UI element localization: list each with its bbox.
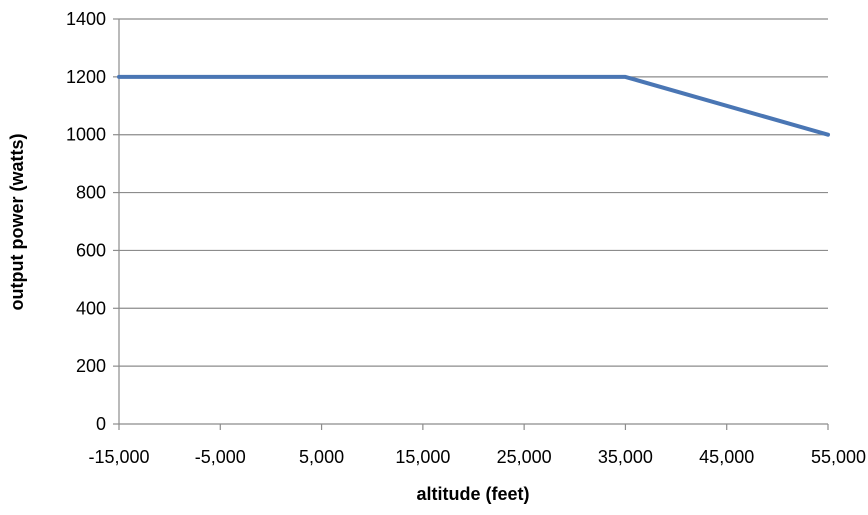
gridlines xyxy=(119,18,828,367)
series-layer xyxy=(117,74,830,137)
y-tick-label: 0 xyxy=(96,414,106,434)
series-line xyxy=(117,74,830,137)
x-tick-label: -15,000 xyxy=(88,447,149,467)
x-tick-label: 55,000 xyxy=(811,447,866,467)
x-tick-label: -5,000 xyxy=(195,447,246,467)
x-tick-label: 25,000 xyxy=(497,447,552,467)
axes xyxy=(113,18,829,430)
x-tick-labels: -15,000 -5,000 5,000 15,000 25,000 35,000 45,0… xyxy=(88,447,866,467)
y-tick-labels: 0 200 400 600 800 1000 1200 1400 xyxy=(66,9,106,434)
x-tick-label: 5,000 xyxy=(299,447,344,467)
y-tick-label: 1000 xyxy=(66,125,106,145)
y-tick-label: 1200 xyxy=(66,67,106,87)
x-axis-title: altitude (feet) xyxy=(416,484,529,504)
x-tick-label: 15,000 xyxy=(395,447,450,467)
y-axis-title: output power (watts) xyxy=(7,134,27,311)
x-tick-label: 35,000 xyxy=(598,447,653,467)
y-tick-label: 1400 xyxy=(66,9,106,29)
y-tick-label: 800 xyxy=(76,183,106,203)
y-tick-label: 400 xyxy=(76,298,106,318)
y-tick-label: 200 xyxy=(76,356,106,376)
y-tick-label: 600 xyxy=(76,240,106,260)
x-tick-label: 45,000 xyxy=(699,447,754,467)
